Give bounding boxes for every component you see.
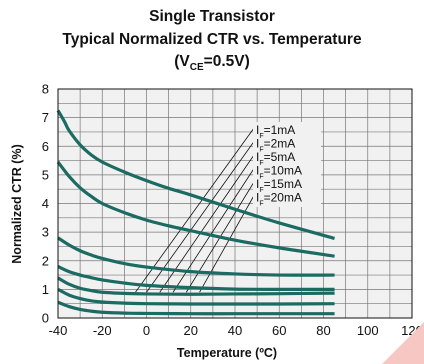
legend-prefix: I [256,150,259,164]
chart-title-prefix: (V [174,53,190,70]
chart-title-subscript: CE [190,62,204,73]
x-tick-label: 0 [143,323,150,338]
y-tick-label: 5 [42,167,49,182]
series-line [57,265,335,291]
y-tick-labels: 0 1 2 3 4 5 6 7 8 [42,82,49,326]
legend-value: =1mA [264,123,296,137]
x-tick-label: -40 [49,323,68,338]
x-tick-label: 20 [184,323,198,338]
legend-prefix: I [256,123,259,137]
legend-value: =15mA [264,177,302,191]
series-line [57,236,335,277]
legend-value: =2mA [264,137,296,151]
legend-prefix: I [256,164,259,178]
y-tick-label: 4 [42,196,49,211]
x-tick-label: 60 [272,323,286,338]
legend-background [253,122,321,207]
chart-title-line2: Typical Normalized CTR vs. Temperature [62,31,362,48]
legend-subscript: F [259,201,263,208]
legend-entry: IF=5mA [256,150,295,167]
y-tick-label: 8 [42,82,49,97]
legend-value: =10mA [264,164,302,178]
legend-subscript: F [259,147,263,154]
legend-entry: IF=2mA [256,137,295,154]
plot-frame [57,88,413,319]
series-line [56,109,335,240]
legend-subscript: F [259,133,263,140]
x-tick-label: 100 [357,323,379,338]
legend-subscript: F [259,160,263,167]
y-tick-label: 6 [42,139,49,154]
chart-title-suffix: =0.5V) [204,53,250,70]
y-tick-label: 1 [42,282,49,297]
legend-value: =20mA [264,191,302,205]
x-axis-label: Temperature (ºC) [177,346,277,360]
legend-leader-line [135,127,255,293]
y-tick-label: 2 [42,253,49,268]
legend-subscript: F [259,187,263,194]
chart-title-line3: (VCE=0.5V) [174,53,250,73]
x-tick-labels: -40 -20 0 20 40 60 80 100 120 [49,323,423,338]
y-axis-label: Normalized CTR (%) [10,144,24,263]
legend-prefix: I [256,137,259,151]
legend-entry: IF=20mA [256,191,302,208]
legend-entry: IF=1mA [256,123,295,140]
legend-leader-line [146,141,255,293]
legend-entry: IF=10mA [256,164,302,181]
corner-watermark [382,322,424,364]
legend-subscript: F [259,174,263,181]
plot-border [57,88,413,319]
series-line [56,161,335,258]
legend-prefix: I [256,191,259,205]
series-line [57,276,335,296]
legend-value: =5mA [264,150,296,164]
y-tick-label: 3 [42,225,49,240]
x-tick-label: -20 [93,323,112,338]
series-line [57,287,335,306]
legend-prefix: I [256,177,259,191]
series-lines [56,109,335,316]
chart-title-line1: Single Transistor [149,8,275,25]
series-line [57,300,335,316]
y-tick-label: 7 [42,110,49,125]
legend-entry: IF=15mA [256,177,302,194]
y-tick-label: 0 [42,311,49,326]
x-tick-label: 40 [228,323,242,338]
x-tick-label: 80 [316,323,330,338]
